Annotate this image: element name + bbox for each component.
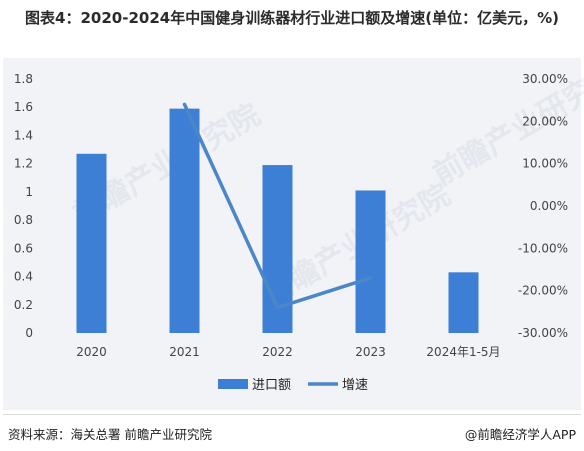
y-right-tick-label: -10.00% [518, 241, 568, 255]
legend-bar-swatch [218, 379, 248, 389]
y-left-tick-label: 0 [25, 326, 33, 340]
x-tick-label: 2023 [355, 345, 386, 359]
brand-label: @前瞻经济学人APP [464, 427, 576, 442]
y-left-tick-label: 0.4 [14, 270, 33, 284]
bar-import-value [448, 272, 479, 333]
chart-title: 图表4：2020-2024年中国健身训练器材行业进口额及增速(单位：亿美元，%) [25, 9, 559, 27]
y-right-tick-label: 20.00% [522, 114, 568, 128]
y-left-tick-label: 1.6 [14, 100, 33, 114]
legend-label-import: 进口额 [252, 378, 291, 393]
bar-import-value [169, 108, 200, 333]
y-left-tick-label: 0.6 [14, 241, 33, 255]
bar-import-value [76, 153, 107, 333]
y-right-tick-label: -30.00% [518, 326, 568, 340]
x-tick-label: 2021 [169, 345, 200, 359]
x-tick-label: 2024年1-5月 [426, 345, 500, 359]
legend-label-growth: 增速 [342, 378, 368, 393]
y-left-tick-label: 1.8 [14, 72, 33, 86]
y-right-tick-label: 30.00% [522, 72, 568, 86]
y-left-tick-label: 0.2 [14, 298, 33, 312]
y-left-tick-label: 1.4 [14, 128, 33, 142]
x-tick-label: 2022 [262, 345, 293, 359]
bar-import-value [355, 190, 386, 333]
source-note: 资料来源：海关总署 前瞻产业研究院 [8, 427, 212, 442]
x-tick-label: 2020 [76, 345, 107, 359]
y-left-tick-label: 1 [25, 185, 33, 199]
growth-line-segment [275, 276, 373, 310]
y-left-tick-label: 0.8 [14, 213, 33, 227]
y-right-tick-label: 0.00% [530, 199, 568, 213]
growth-line-segment [182, 102, 280, 310]
footer-divider [3, 414, 581, 415]
y-right-tick-label: -20.00% [518, 284, 568, 298]
y-left-tick-label: 1.2 [14, 157, 33, 171]
y-right-tick-label: 10.00% [522, 157, 568, 171]
